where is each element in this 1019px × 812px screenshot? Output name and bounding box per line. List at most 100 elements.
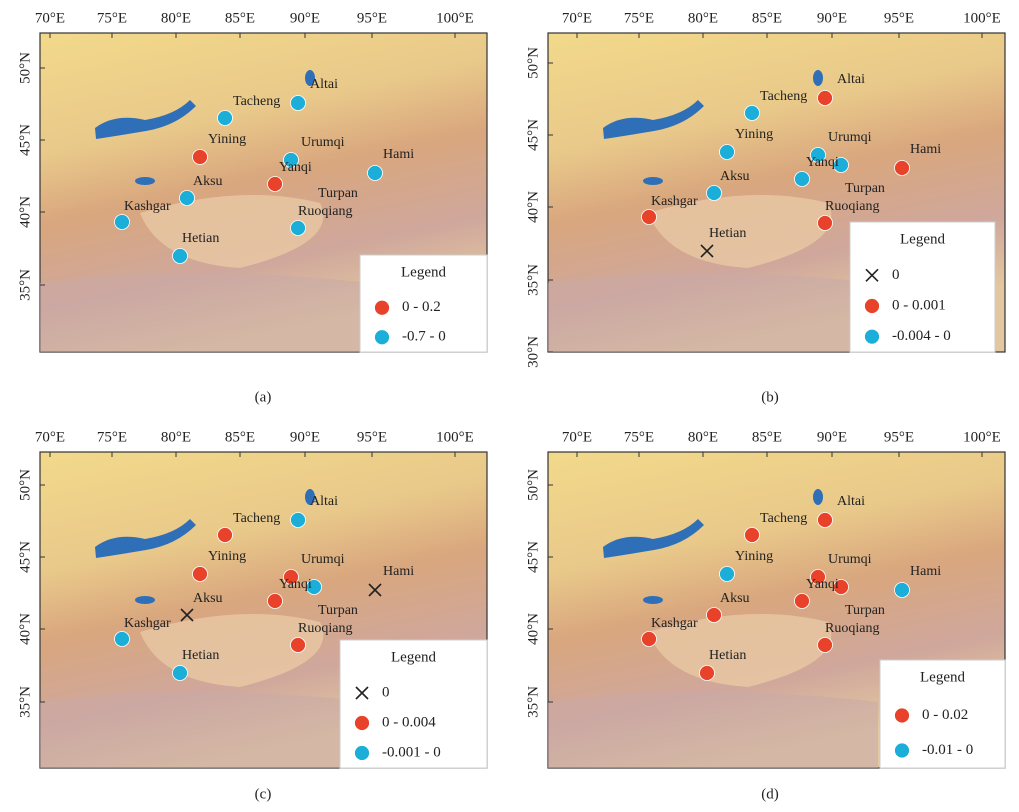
station-label: Tacheng: [760, 89, 807, 104]
station-label: Kashgar: [124, 199, 171, 214]
station-label: Ruoqiang: [298, 621, 352, 636]
station-marker: [720, 567, 735, 582]
station-label: Kashgar: [651, 194, 698, 209]
legend-label: -0.7 - 0: [402, 329, 446, 345]
station-label: Yanqi: [279, 577, 312, 592]
station-label: Yining: [735, 549, 773, 564]
station-label: Hetian: [182, 648, 219, 663]
station-label: Yining: [735, 127, 773, 142]
mountains: [40, 692, 370, 768]
legend-label: 0: [382, 684, 390, 700]
station-label: Ruoqiang: [825, 621, 879, 636]
lon-label: 95°E: [884, 429, 914, 445]
station-label: Kashgar: [124, 616, 171, 631]
lon-label: 100°E: [963, 10, 1001, 26]
station-label: Turpan: [318, 186, 358, 201]
station-label: Yining: [208, 549, 246, 564]
legend-label: 0 - 0.02: [922, 707, 968, 723]
legend-label: -0.001 - 0: [382, 744, 441, 760]
station-marker: [218, 111, 233, 126]
station-label: Ruoqiang: [825, 199, 879, 214]
station-label: Yanqi: [806, 577, 839, 592]
station-marker: [115, 215, 130, 230]
station-label: Yining: [208, 132, 246, 147]
lon-label: 85°E: [752, 429, 782, 445]
legend-label: 0: [892, 267, 900, 283]
mountains: [40, 273, 370, 352]
station-label: Yanqi: [279, 160, 312, 175]
lon-label: 90°E: [290, 10, 320, 26]
lat-label: 35°N: [525, 686, 541, 718]
station-marker: [795, 594, 810, 609]
station-label: Hami: [910, 564, 941, 579]
lon-label: 85°E: [225, 10, 255, 26]
station-marker: [193, 150, 208, 165]
lon-label: 100°E: [963, 429, 1001, 445]
lon-label: 80°E: [161, 429, 191, 445]
station-label: Urumqi: [828, 130, 872, 145]
station-marker: [193, 567, 208, 582]
station-marker: [291, 221, 306, 236]
station-marker: [707, 608, 722, 623]
legend-symbol: [865, 299, 880, 314]
lat-label: 45°N: [525, 119, 541, 151]
legend-symbol: [865, 329, 880, 344]
lon-label: 85°E: [225, 429, 255, 445]
legend-title: Legend: [900, 231, 945, 247]
lon-label: 100°E: [436, 429, 474, 445]
legend-title: Legend: [920, 669, 965, 685]
lon-label: 95°E: [884, 10, 914, 26]
station-marker: [173, 249, 188, 264]
station-marker: [180, 191, 195, 206]
station-label: Altai: [837, 494, 865, 509]
lake: [135, 177, 155, 185]
station-marker: [818, 91, 833, 106]
legend-label: 0 - 0.004: [382, 714, 436, 730]
station-label: Aksu: [193, 174, 223, 189]
station-marker: [368, 166, 383, 181]
lat-label: 50°N: [17, 52, 33, 84]
lat-label: 45°N: [525, 541, 541, 573]
lon-label: 75°E: [624, 10, 654, 26]
lat-label: 35°N: [17, 269, 33, 301]
station-marker: [642, 632, 657, 647]
legend-label: 0 - 0.2: [402, 299, 441, 315]
station-label: Aksu: [720, 169, 750, 184]
lat-label: 45°N: [17, 124, 33, 156]
station-marker: [745, 106, 760, 121]
lat-label: 40°N: [525, 191, 541, 223]
lat-label: 50°N: [17, 469, 33, 501]
station-label: Hami: [383, 147, 414, 162]
station-marker: [291, 638, 306, 653]
panel-caption: (a): [255, 389, 272, 405]
station-label: Tacheng: [233, 94, 280, 109]
station-marker: [895, 161, 910, 176]
station-label: Altai: [310, 494, 338, 509]
lat-label: 40°N: [525, 613, 541, 645]
mountains: [548, 273, 878, 352]
station-marker: [745, 528, 760, 543]
lake: [135, 596, 155, 604]
lake: [813, 489, 823, 505]
lat-label: 30°N: [525, 336, 541, 368]
station-label: Hami: [383, 564, 414, 579]
station-marker: [720, 145, 735, 160]
lat-label: 35°N: [525, 264, 541, 296]
station-marker: [818, 216, 833, 231]
mountains: [548, 692, 878, 768]
station-label: Urumqi: [301, 135, 345, 150]
panel-caption: (d): [761, 786, 779, 802]
station-label: Yanqi: [806, 155, 839, 170]
station-marker: [895, 583, 910, 598]
legend-label: 0 - 0.001: [892, 297, 946, 313]
lon-label: 90°E: [290, 429, 320, 445]
station-label: Altai: [310, 77, 338, 92]
lat-label: 40°N: [17, 196, 33, 228]
lon-label: 95°E: [357, 10, 387, 26]
station-marker: [218, 528, 233, 543]
lon-label: 70°E: [562, 10, 592, 26]
lon-label: 95°E: [357, 429, 387, 445]
legend-symbol: [355, 716, 370, 731]
station-label: Turpan: [845, 181, 885, 196]
figure: 70°E 75°E 80°E 85°E 90°E 95°E 100°E 50°N 45°N 40°…: [0, 0, 1019, 812]
